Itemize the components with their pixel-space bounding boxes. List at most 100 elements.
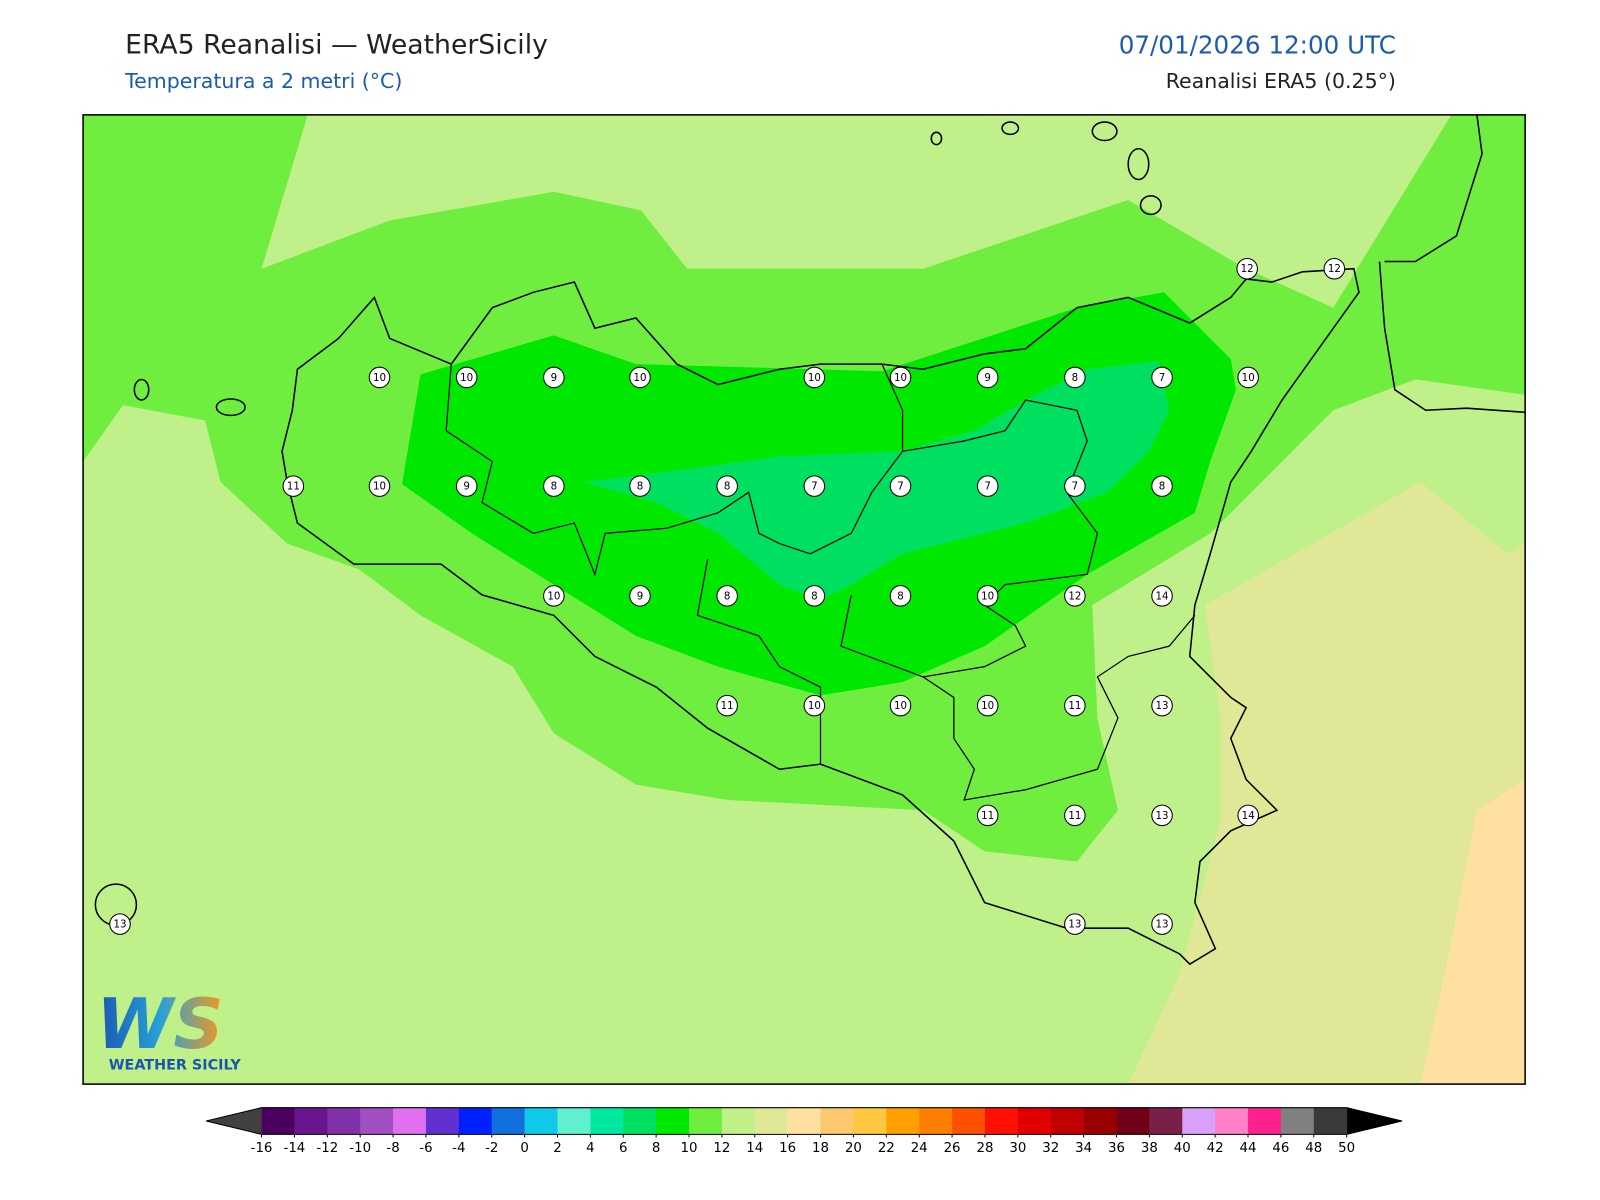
colorbar-cell (557, 1107, 591, 1135)
station-marker (803, 475, 826, 497)
colorbar-cell (787, 1107, 822, 1135)
map-frame (82, 114, 1526, 1085)
colorbar-tick-label: 30 (1009, 1141, 1026, 1156)
colorbar-cell (261, 1107, 295, 1135)
station-value: 10 (981, 700, 994, 712)
station: 10 (629, 366, 651, 389)
logo: WS WEATHER SICILY (96, 984, 241, 1074)
station-value: 7 (984, 481, 991, 493)
station-value: 11 (981, 810, 994, 822)
station-value: 9 (463, 481, 470, 493)
station: 11 (716, 694, 738, 717)
colorbar-tick-label: -12 (316, 1141, 338, 1156)
station: 8 (543, 475, 565, 497)
station: 11 (976, 804, 999, 827)
colorbar-tick-label: -6 (419, 1141, 432, 1156)
colorbar-cell (656, 1107, 690, 1135)
station: 7 (1064, 475, 1086, 497)
colorbar-cell (984, 1107, 1019, 1135)
station-marker (455, 475, 478, 497)
station-marker (716, 694, 738, 717)
station-value: 9 (984, 372, 991, 384)
station: 7 (889, 475, 912, 497)
logo-initials: WS (96, 984, 223, 1065)
colorbar-cell (1313, 1107, 1348, 1135)
station: 7 (976, 475, 999, 497)
station: 12 (1064, 585, 1086, 607)
field-16-18 (1420, 779, 1526, 1085)
station-marker (1064, 913, 1086, 935)
colorbar-tick-label: -4 (452, 1141, 465, 1156)
station-marker (1151, 585, 1173, 607)
station-marker (976, 694, 999, 717)
station-value: 10 (808, 700, 821, 712)
station-value: 13 (1156, 700, 1169, 712)
colorbar-cell (1248, 1107, 1282, 1135)
colorbar-cell (425, 1107, 460, 1135)
colorbar-tick-label: 2 (553, 1141, 561, 1156)
colorbar-tick-label: 8 (652, 1141, 660, 1156)
station: 13 (1151, 913, 1173, 935)
station-marker (976, 475, 999, 497)
colorbar-tick-label: 20 (845, 1141, 862, 1156)
station-marker (1151, 913, 1173, 935)
station-marker (629, 585, 651, 607)
station-marker (1064, 694, 1086, 717)
colorbar-cell (1280, 1107, 1315, 1135)
station-value: 10 (894, 700, 907, 712)
colorbar-tick-label: 34 (1075, 1141, 1092, 1156)
colorbar-cell (919, 1107, 953, 1135)
colorbar-cell (294, 1107, 328, 1135)
station-value: 8 (1072, 372, 1079, 384)
colorbar-tick-label: 4 (586, 1141, 594, 1156)
colorbar-tick-label: 12 (713, 1141, 730, 1156)
station-value: 11 (721, 700, 734, 712)
station-value: 10 (547, 590, 560, 602)
colorbar-cell (360, 1107, 394, 1135)
station-marker (803, 694, 826, 717)
station-value: 13 (1068, 919, 1081, 931)
station: 10 (543, 585, 565, 607)
station: 10 (889, 366, 912, 389)
colorbar-tick-label: -10 (349, 1141, 371, 1156)
station-marker (629, 366, 651, 389)
colorbar-tick-label: 48 (1305, 1141, 1322, 1156)
colorbar-cell (820, 1107, 854, 1135)
station: 7 (803, 475, 826, 497)
colorbar-cell (1083, 1107, 1118, 1135)
station: 14 (1151, 585, 1173, 607)
station-marker (976, 366, 999, 389)
colorbar-tick-label: -2 (485, 1141, 498, 1156)
station-marker (1236, 257, 1258, 280)
station-marker (803, 366, 826, 389)
colorbar-tick-label: 18 (812, 1141, 829, 1156)
colorbar-tick-label: 10 (681, 1141, 698, 1156)
station: 10 (1237, 366, 1259, 389)
station-marker (1323, 257, 1346, 280)
title: ERA5 Reanalisi — WeatherSicily (125, 29, 548, 60)
colorbar-tick-label: 32 (1042, 1141, 1059, 1156)
station-marker (368, 475, 391, 497)
station-value: 10 (1242, 372, 1255, 384)
colorbar-tick-label: -8 (386, 1141, 399, 1156)
colorbar-under (206, 1107, 262, 1135)
station-value: 7 (897, 481, 904, 493)
station: 10 (455, 366, 478, 389)
colorbar-tick-label: 16 (779, 1141, 796, 1156)
station-marker (889, 585, 912, 607)
station-marker (543, 475, 565, 497)
station: 8 (1151, 475, 1173, 497)
station-marker (1064, 366, 1086, 389)
station: 13 (1151, 694, 1173, 717)
station-marker (1237, 366, 1259, 389)
station: 9 (455, 475, 478, 497)
colorbar-cell (1017, 1107, 1052, 1135)
station-value: 13 (113, 919, 126, 931)
colorbar-cell (754, 1107, 789, 1135)
station-marker (889, 366, 912, 389)
colorbar-cell (853, 1107, 887, 1135)
station-value: 14 (1156, 590, 1169, 602)
station: 12 (1323, 257, 1346, 280)
colorbar-cell (952, 1107, 986, 1135)
